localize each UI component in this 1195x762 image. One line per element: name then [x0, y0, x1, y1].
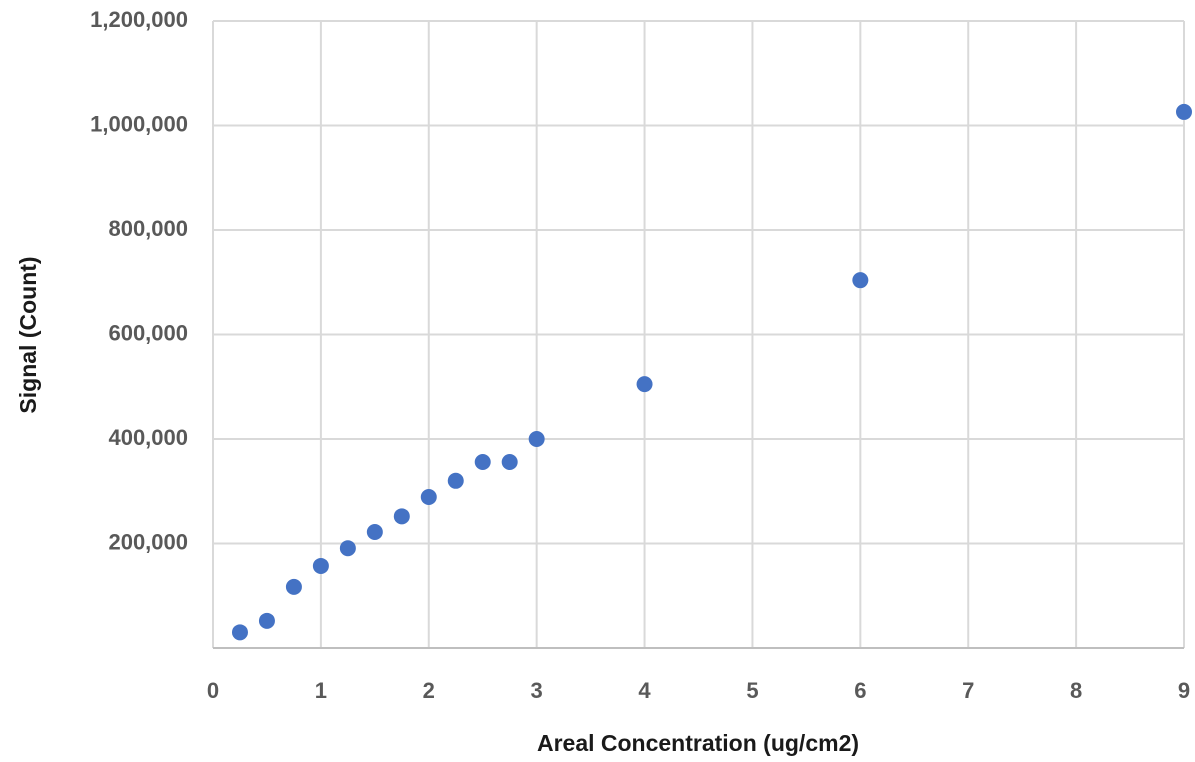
x-tick-label: 8: [1070, 678, 1082, 703]
y-axis-title: Signal (Count): [15, 256, 41, 413]
point: [393, 508, 410, 525]
y-tick-label: 1,000,000: [90, 111, 188, 136]
x-tick-label: 6: [854, 678, 866, 703]
point: [258, 612, 275, 629]
y-tick-label: 200,000: [108, 529, 188, 554]
x-tick-label: 5: [746, 678, 758, 703]
y-tick-label: 400,000: [108, 425, 188, 450]
y-tick-label: 600,000: [108, 320, 188, 345]
point: [852, 272, 869, 289]
x-tick-label: 0: [207, 678, 219, 703]
x-axis-title: Areal Concentration (ug/cm2): [537, 730, 859, 756]
point: [285, 578, 302, 595]
point: [636, 376, 653, 393]
point: [528, 431, 545, 447]
y-tick-label: 1,200,000: [90, 7, 188, 32]
point: [366, 524, 383, 541]
point: [447, 472, 464, 489]
x-tick-label: 7: [962, 678, 974, 703]
y-tick-label: 800,000: [108, 216, 188, 241]
point: [231, 624, 248, 641]
point: [339, 540, 356, 557]
x-tick-label: 3: [531, 678, 543, 703]
point: [420, 488, 437, 505]
point: [312, 557, 329, 574]
point: [1176, 103, 1192, 120]
point: [474, 453, 491, 470]
x-tick-label: 2: [423, 678, 435, 703]
x-tick-label: 9: [1178, 678, 1190, 703]
point: [501, 453, 518, 470]
x-tick-label: 4: [638, 678, 651, 703]
x-tick-label: 1: [315, 678, 327, 703]
